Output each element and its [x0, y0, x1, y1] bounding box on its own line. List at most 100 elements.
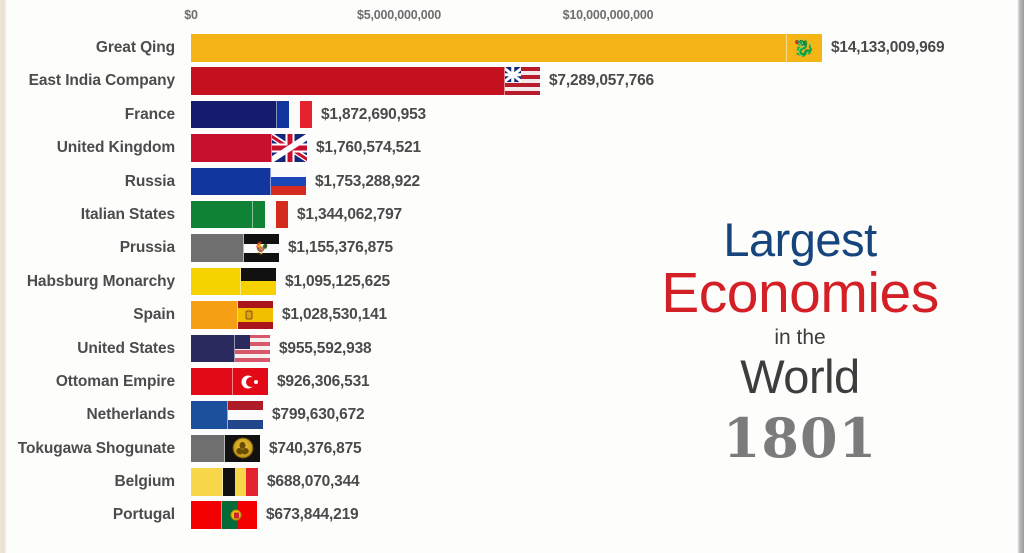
bar-label: Ottoman Empire	[55, 372, 175, 390]
habsburg-flag-icon	[241, 267, 276, 296]
portugal-coat-of-arms-icon	[230, 509, 242, 521]
bar-label: Belgium	[114, 473, 176, 491]
bar-label: Italian States	[80, 205, 175, 223]
united-states-flag-icon	[235, 334, 270, 363]
bar-value-label: $1,095,125,625	[285, 272, 390, 290]
bar-label: Great Qing	[95, 39, 175, 56]
bar	[191, 501, 257, 529]
qing-sun	[794, 40, 799, 45]
bar-row: Netherlands $799,630,672	[0, 398, 1024, 431]
bar-fill	[191, 100, 277, 129]
bar-row: Habsburg Monarchy $1,095,125,625	[0, 265, 1024, 298]
bar-label: Habsburg Monarchy	[26, 272, 175, 290]
bar-label: United Kingdom	[56, 139, 175, 157]
star-icon	[254, 379, 259, 384]
bar	[191, 434, 260, 463]
bar-row: Great Qing 🐉 $14,133,009,969	[0, 31, 1024, 64]
bar-fill	[191, 334, 235, 363]
bar-row: Tokugawa Shogunate $740,376,875	[0, 432, 1024, 465]
belgium-flag-icon	[223, 468, 258, 496]
bar	[191, 367, 268, 396]
bar-rows: Great Qing 🐉 $14,133,009,969 East India Com…	[0, 31, 1024, 532]
prussia-flag-icon: 🐓	[244, 234, 279, 262]
bar-fill	[191, 434, 225, 463]
bar-value-label: $1,753,288,922	[315, 172, 420, 190]
bar-fill	[191, 234, 244, 262]
bar-row: Russia $1,753,288,922	[0, 165, 1024, 198]
title-line-in-the: in the	[774, 325, 826, 349]
bar-fill	[191, 367, 233, 396]
bar-fill	[191, 301, 238, 329]
bar	[191, 67, 540, 95]
bar-label: Netherlands	[86, 406, 176, 424]
bar	[191, 134, 307, 162]
bar-fill	[191, 134, 272, 162]
italy-flag-icon	[253, 200, 288, 229]
spain-flag-icon	[238, 301, 273, 329]
grand-union-flag-icon	[505, 67, 540, 95]
x-axis-tick-0: $0	[184, 8, 198, 22]
right-letterbox-edge	[1017, 0, 1024, 553]
bar-value-label: $799,630,672	[272, 406, 365, 424]
bar	[191, 100, 312, 129]
qing-flag-icon: 🐉	[787, 34, 822, 62]
russia-flag-icon	[271, 167, 306, 196]
bar-label: Spain	[133, 306, 175, 324]
bar-label: Russia	[124, 172, 175, 190]
prussian-eagle-icon: 🐓	[254, 241, 269, 256]
title-block: Largest Economies in the World 1801	[600, 216, 1000, 467]
bar-fill	[191, 401, 228, 429]
title-line-economies: Economies	[661, 261, 939, 325]
bar-value-label: $1,872,690,953	[321, 105, 426, 123]
ottoman-flag-icon	[233, 367, 268, 396]
bar-row: France $1,872,690,953	[0, 98, 1024, 131]
bar	[191, 200, 288, 229]
bar	[191, 401, 263, 429]
bar-label: East India Company	[28, 72, 175, 90]
x-axis: $0 $5,000,000,000 $10,000,000,000	[0, 8, 1024, 30]
bar	[191, 267, 276, 296]
bar-row: Ottoman Empire $926,306,531	[0, 365, 1024, 398]
bar-fill	[191, 267, 241, 296]
france-flag-icon	[277, 100, 312, 129]
x-axis-tick-1: $5,000,000,000	[356, 8, 442, 22]
bar-value-label: $1,760,574,521	[316, 139, 421, 157]
bar-value-label: $955,592,938	[279, 339, 372, 357]
bar-label: Portugal	[112, 506, 175, 524]
united-kingdom-flag-icon	[272, 134, 307, 162]
bar-row: Belgium $688,070,344	[0, 465, 1024, 498]
tokugawa-mon-icon	[232, 437, 253, 459]
bar-value-label: $926,306,531	[277, 372, 370, 390]
bar-fill	[191, 167, 271, 196]
title-line-world: World	[740, 349, 860, 403]
bar-row: Spain $1,028,530,141	[0, 298, 1024, 331]
bar-row: East India Company $7,289,057,766	[0, 64, 1024, 97]
bar-fill	[191, 501, 222, 529]
portugal-flag-icon	[222, 501, 257, 529]
bar-value-label: $14,133,009,969	[831, 39, 945, 56]
bar-label: Prussia	[119, 239, 175, 257]
bar-label: France	[124, 105, 175, 123]
bar	[191, 468, 258, 496]
bar-fill	[191, 200, 253, 229]
qing-dragon: 🐉	[793, 38, 816, 58]
bar-value-label: $740,376,875	[269, 439, 362, 457]
bar-fill	[191, 34, 787, 62]
bar-value-label: $688,070,344	[267, 473, 360, 491]
left-letterbox-edge	[0, 0, 6, 553]
bar-label: Tokugawa Shogunate	[17, 439, 175, 457]
title-year: 1801	[722, 406, 878, 471]
x-axis-tick-2: $10,000,000,000	[562, 8, 654, 22]
bar: 🐉	[191, 34, 822, 62]
bar-fill	[191, 67, 505, 95]
bar-row: Italian States $1,344,062,797	[0, 198, 1024, 231]
bar	[191, 167, 306, 196]
bar-label: United States	[77, 339, 175, 357]
bar-value-label: $673,844,219	[266, 506, 359, 524]
title-line-largest: Largest	[723, 213, 877, 266]
bar-row: United Kingdom $1,760,574,521	[0, 131, 1024, 164]
bar-value-label: $1,344,062,797	[297, 205, 402, 223]
bar-value-label: $1,028,530,141	[282, 306, 387, 324]
tokugawa-flag-icon	[225, 434, 260, 463]
